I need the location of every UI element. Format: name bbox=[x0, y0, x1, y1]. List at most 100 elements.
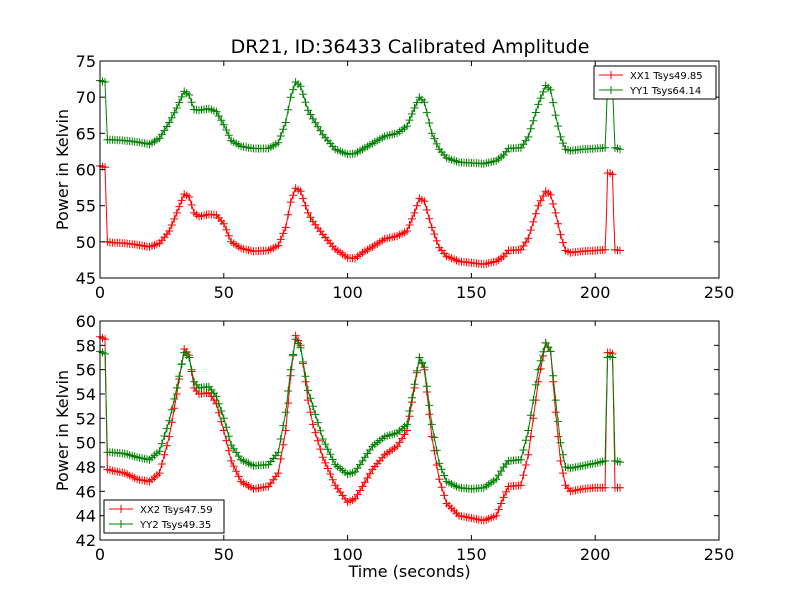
data-point bbox=[549, 371, 558, 380]
data-point bbox=[551, 208, 560, 217]
data-point bbox=[405, 221, 414, 229]
data-point bbox=[222, 423, 231, 432]
y-tick-label: 60 bbox=[76, 161, 96, 180]
data-point bbox=[224, 231, 233, 240]
x-tick-label: 0 bbox=[95, 545, 105, 564]
data-point bbox=[328, 455, 337, 464]
series-0-1 bbox=[96, 76, 624, 168]
data-point bbox=[526, 226, 535, 235]
data-point bbox=[363, 474, 372, 482]
data-point bbox=[291, 335, 300, 344]
data-point bbox=[534, 201, 543, 210]
data-point bbox=[546, 347, 555, 356]
data-point bbox=[281, 408, 290, 417]
data-point bbox=[608, 353, 617, 362]
data-point bbox=[554, 122, 563, 131]
data-point bbox=[326, 470, 335, 479]
data-point bbox=[187, 200, 196, 209]
data-point bbox=[224, 131, 233, 140]
data-point bbox=[281, 223, 290, 232]
data-point bbox=[172, 104, 181, 112]
data-point bbox=[276, 454, 285, 463]
data-point bbox=[440, 471, 449, 480]
data-point bbox=[524, 132, 533, 141]
data-point bbox=[425, 401, 434, 410]
data-point bbox=[234, 472, 243, 481]
data-point bbox=[430, 433, 439, 442]
chart-title: DR21, ID:36433 Calibrated Amplitude bbox=[231, 36, 590, 58]
data-point bbox=[539, 192, 548, 200]
data-point bbox=[177, 360, 186, 369]
data-point bbox=[529, 116, 538, 125]
data-point bbox=[412, 201, 421, 210]
data-point bbox=[432, 139, 441, 148]
data-point bbox=[531, 380, 540, 389]
data-point bbox=[284, 399, 293, 408]
data-point bbox=[519, 446, 528, 454]
data-point bbox=[313, 418, 322, 427]
data-point bbox=[284, 210, 293, 219]
data-point bbox=[410, 104, 419, 112]
axes-frame bbox=[99, 320, 720, 541]
data-point bbox=[177, 196, 186, 205]
legend-marker bbox=[117, 505, 125, 513]
y-tick-label: 50 bbox=[76, 233, 96, 252]
x-tick-label: 0 bbox=[95, 283, 105, 302]
data-point bbox=[286, 365, 295, 374]
data-point bbox=[299, 90, 307, 99]
data-point bbox=[296, 187, 305, 196]
data-point bbox=[279, 125, 288, 134]
data-point bbox=[410, 380, 419, 389]
y-tick-label: 55 bbox=[76, 197, 96, 216]
data-point bbox=[165, 432, 174, 441]
data-point bbox=[101, 349, 109, 358]
data-point bbox=[296, 343, 305, 352]
data-point bbox=[274, 138, 283, 147]
data-point bbox=[165, 227, 174, 235]
x-axis-label: Time (seconds) bbox=[347, 562, 470, 581]
data-point bbox=[516, 455, 525, 464]
data-point bbox=[276, 132, 285, 140]
series-markers bbox=[96, 335, 624, 493]
y-tick-label: 65 bbox=[76, 124, 96, 143]
data-point bbox=[531, 209, 540, 218]
data-point bbox=[323, 445, 332, 454]
data-point bbox=[536, 196, 545, 205]
data-point bbox=[497, 499, 506, 508]
data-point bbox=[494, 505, 503, 514]
data-point bbox=[301, 98, 310, 107]
data-point bbox=[274, 241, 283, 250]
data-point bbox=[304, 208, 312, 217]
data-point bbox=[412, 366, 421, 375]
x-tick-label: 200 bbox=[580, 545, 611, 564]
data-point bbox=[170, 108, 179, 117]
data-point bbox=[172, 383, 181, 392]
data-point bbox=[212, 392, 221, 401]
data-point bbox=[556, 132, 565, 141]
data-point bbox=[432, 236, 441, 245]
data-point bbox=[321, 458, 330, 467]
data-point bbox=[157, 460, 166, 468]
data-point bbox=[502, 487, 511, 496]
data-point bbox=[308, 402, 317, 411]
data-point bbox=[219, 219, 228, 228]
data-point bbox=[185, 193, 194, 201]
data-point bbox=[521, 436, 530, 445]
data-point bbox=[427, 420, 436, 429]
data-point bbox=[430, 230, 439, 239]
bottom-panel: 0 50 100 150 200 250 42 44 46 48 50 52 54 56 58 60 Power… bbox=[53, 312, 734, 581]
data-point bbox=[294, 339, 303, 348]
data-point bbox=[417, 358, 426, 367]
y-tick-label: 42 bbox=[76, 531, 96, 550]
data-point bbox=[551, 111, 560, 120]
data-point bbox=[229, 462, 238, 471]
data-point bbox=[214, 399, 223, 408]
data-point bbox=[497, 467, 506, 476]
series-1-1 bbox=[96, 335, 624, 493]
legend-label: XX1 Tsys49.85 bbox=[630, 71, 703, 82]
data-point bbox=[306, 408, 315, 417]
data-point bbox=[316, 426, 325, 435]
data-point bbox=[616, 145, 624, 154]
y-tick-label: 56 bbox=[76, 361, 96, 380]
